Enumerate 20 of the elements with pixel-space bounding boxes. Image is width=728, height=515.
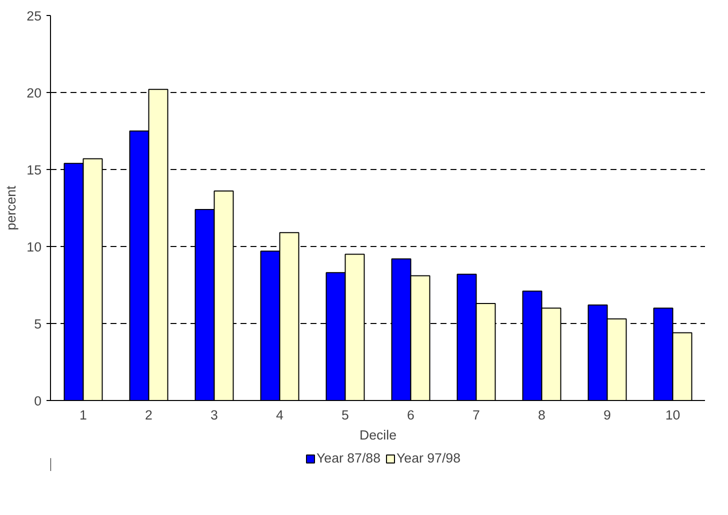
x-tick-label: 2 [145,408,152,422]
x-tick-label: 9 [604,408,611,422]
x-tick-label: 1 [80,408,87,422]
x-axis-title: Decile [359,428,397,442]
y-tick-label: 0 [34,394,42,408]
legend-label: Year 87/88 [316,450,380,466]
y-tick-label: 25 [26,8,42,24]
y-tick-label: 5 [34,316,42,332]
y-tick-label: 15 [26,162,42,178]
y-tick-label: 10 [26,240,42,254]
x-tick-label: 6 [407,408,414,422]
y-axis-title: percent [4,185,19,230]
x-tick-label: 7 [472,408,480,422]
x-tick-label: 10 [665,408,680,422]
x-tick-label: 5 [342,408,349,422]
legend-label: Year 97/98 [396,450,460,466]
x-tick-label: 8 [538,408,546,422]
x-tick-label: 4 [276,408,284,422]
y-tick-label: 20 [26,86,42,100]
x-tick-label: 3 [210,408,218,422]
